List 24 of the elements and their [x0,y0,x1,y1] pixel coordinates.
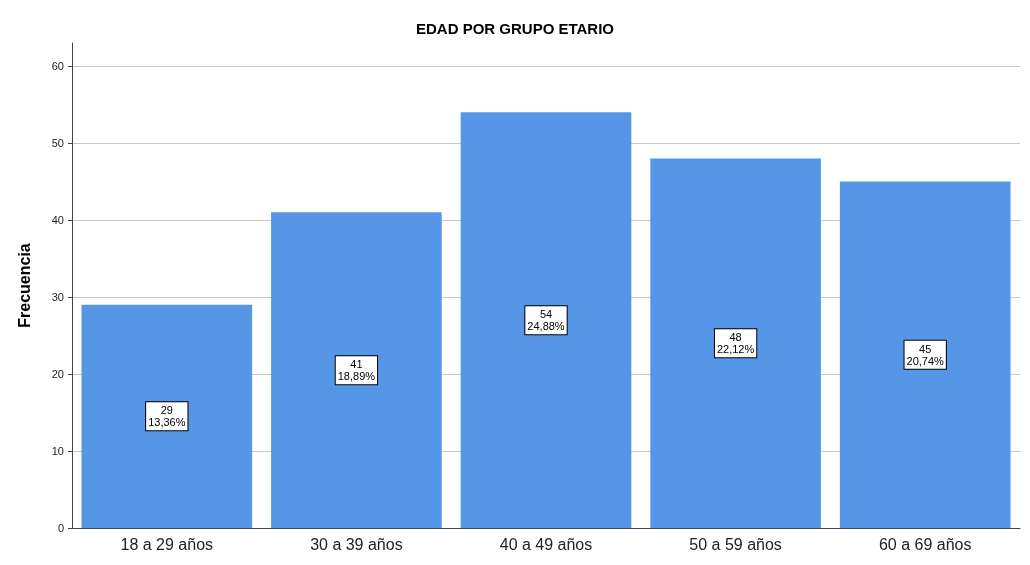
x-tick-label: 50 a 59 años [689,535,782,553]
y-tick-label: 20 [51,368,64,381]
y-axis-title: Frecuencia [15,243,33,328]
y-tick-label: 50 [51,137,64,150]
bar [271,212,442,528]
x-tick-label: 60 a 69 años [878,535,972,553]
x-tick-label: 40 a 49 años [499,535,593,553]
data-label: 41 18,89% [337,358,376,383]
y-tick-label: 60 [51,60,64,73]
bar [81,304,253,528]
chart-title: EDAD POR GRUPO ETARIO [415,20,615,37]
y-tick-label: 30 [51,291,64,304]
x-tick-label: 30 a 39 años [310,535,403,553]
y-tick-label: 40 [51,214,64,227]
x-tick-label: 18 a 29 años [120,535,214,553]
data-label: 45 20,74% [906,342,945,367]
data-label: 54 24,88% [527,308,565,333]
data-label: 48 22,12% [716,331,755,356]
y-tick-label: 10 [51,445,64,458]
bar [839,181,1011,528]
bar [650,158,821,528]
y-tick-label: 0 [57,522,64,534]
data-label: 29 13,36% [148,404,186,429]
bar [460,112,632,528]
